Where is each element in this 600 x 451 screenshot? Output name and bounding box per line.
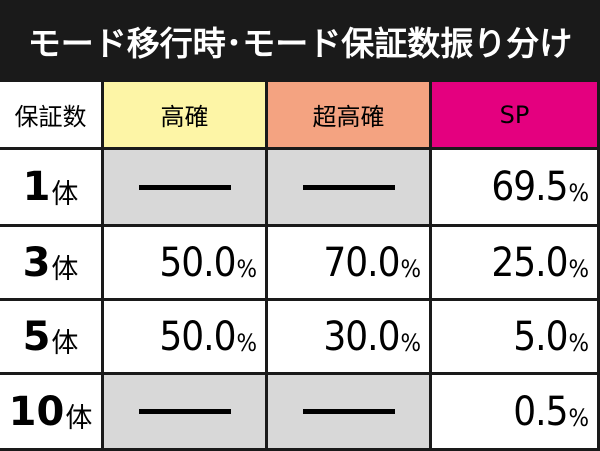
header-sp: SP xyxy=(432,82,600,150)
cell-number: 70.0 xyxy=(323,239,400,286)
header-high-probability: 高確 xyxy=(104,82,268,150)
row-number: 5 xyxy=(22,313,51,360)
cell-percent: % xyxy=(568,254,589,283)
row-number: 10 xyxy=(8,388,65,435)
cell-number: 50.0 xyxy=(159,313,236,360)
row-unit: 体 xyxy=(65,403,93,434)
table-cell-empty xyxy=(104,150,268,227)
table-cell-value: 50.0% xyxy=(104,301,268,375)
row-label-10: 10 体 xyxy=(0,375,104,451)
table-cell-value: 0.5% xyxy=(432,375,600,451)
row-unit: 体 xyxy=(51,254,79,285)
header-label: SP xyxy=(499,100,530,129)
table-cell-empty xyxy=(268,375,432,451)
cell-percent: % xyxy=(568,403,589,432)
table-cell-value: 5.0% xyxy=(432,301,600,375)
header-label: 保証数 xyxy=(14,103,87,131)
cell-number: 50.0 xyxy=(159,239,236,286)
cell-percent: % xyxy=(236,254,257,283)
cell-percent: % xyxy=(568,328,589,357)
header-label: 高確 xyxy=(160,103,209,131)
table-cell-value: 69.5% xyxy=(432,150,600,227)
cell-percent: % xyxy=(568,179,589,207)
page-title: モード移行時･モード保証数振り分け xyxy=(0,0,600,82)
cell-number: 5.0 xyxy=(513,313,568,360)
table-cell-empty xyxy=(104,375,268,451)
dash-mark xyxy=(138,409,231,414)
cell-number: 69.5 xyxy=(491,164,568,210)
row-number: 3 xyxy=(22,239,51,286)
row-unit: 体 xyxy=(51,178,79,210)
table-cell-value: 30.0% xyxy=(268,301,432,375)
table-cell-empty xyxy=(268,150,432,227)
row-unit: 体 xyxy=(51,328,79,359)
cell-percent: % xyxy=(400,328,421,357)
header-label: 超高確 xyxy=(312,103,385,131)
table-cell-value: 50.0% xyxy=(104,227,268,301)
cell-number: 0.5 xyxy=(513,388,568,435)
cell-percent: % xyxy=(400,254,421,283)
dash-mark xyxy=(302,409,395,414)
row-number: 1 xyxy=(22,164,51,210)
cell-number: 30.0 xyxy=(323,313,400,360)
header-super-high-probability: 超高確 xyxy=(268,82,432,150)
cell-percent: % xyxy=(236,328,257,357)
table-cell-value: 70.0% xyxy=(268,227,432,301)
dash-mark xyxy=(302,184,395,190)
cell-number: 25.0 xyxy=(491,239,568,286)
header-guarantee-count: 保証数 xyxy=(0,82,104,150)
table-cell-value: 25.0% xyxy=(432,227,600,301)
dash-mark xyxy=(138,184,231,190)
